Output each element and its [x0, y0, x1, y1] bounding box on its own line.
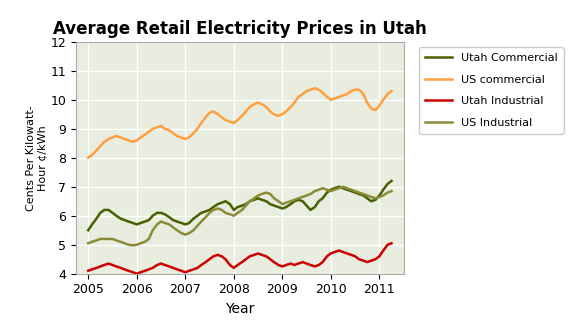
Line: Utah Industrial: Utah Industrial [88, 243, 391, 274]
US Industrial [388, 189, 395, 193]
Utah Industrial [246, 254, 253, 258]
US Industrial [85, 242, 92, 245]
Utah Industrial [113, 265, 120, 269]
Utah Commercial [190, 217, 197, 221]
US commercial [311, 86, 318, 90]
US commercial [113, 134, 120, 138]
Utah Commercial [279, 207, 286, 211]
Utah Industrial [331, 250, 338, 254]
US commercial [388, 89, 395, 93]
Legend: Utah Commercial, US commercial, Utah Industrial, US Industrial: Utah Commercial, US commercial, Utah Ind… [419, 47, 563, 134]
US Industrial [246, 199, 253, 203]
X-axis label: Year: Year [225, 302, 254, 316]
Utah Industrial [133, 272, 140, 276]
Utah Industrial [291, 263, 298, 267]
Line: Utah Commercial: Utah Commercial [88, 181, 391, 230]
Line: US commercial: US commercial [88, 88, 391, 158]
US Industrial [113, 238, 120, 242]
US Industrial [129, 243, 136, 247]
US Industrial [291, 198, 298, 202]
US Industrial [339, 185, 346, 189]
Utah Commercial [287, 202, 294, 206]
Utah Commercial [388, 179, 395, 183]
Utah Industrial [85, 269, 92, 273]
US Industrial [331, 188, 338, 192]
Utah Industrial [194, 266, 201, 270]
US Industrial [283, 201, 290, 205]
US commercial [287, 105, 294, 109]
US commercial [85, 156, 92, 160]
Y-axis label: Cents Per Kilowatt-
Hour ¢/kWh: Cents Per Kilowatt- Hour ¢/kWh [26, 105, 47, 211]
Utah Commercial [85, 228, 92, 232]
Title: Average Retail Electricity Prices in Utah: Average Retail Electricity Prices in Uta… [53, 20, 426, 38]
Utah Industrial [388, 242, 395, 245]
Utah Commercial [113, 214, 120, 218]
US commercial [279, 112, 286, 116]
US commercial [242, 109, 249, 113]
US commercial [331, 97, 338, 100]
Utah Commercial [328, 188, 335, 192]
US commercial [190, 131, 197, 135]
Utah Industrial [283, 263, 290, 267]
Utah Commercial [242, 202, 249, 206]
US Industrial [194, 224, 201, 228]
Line: US Industrial: US Industrial [88, 187, 391, 245]
